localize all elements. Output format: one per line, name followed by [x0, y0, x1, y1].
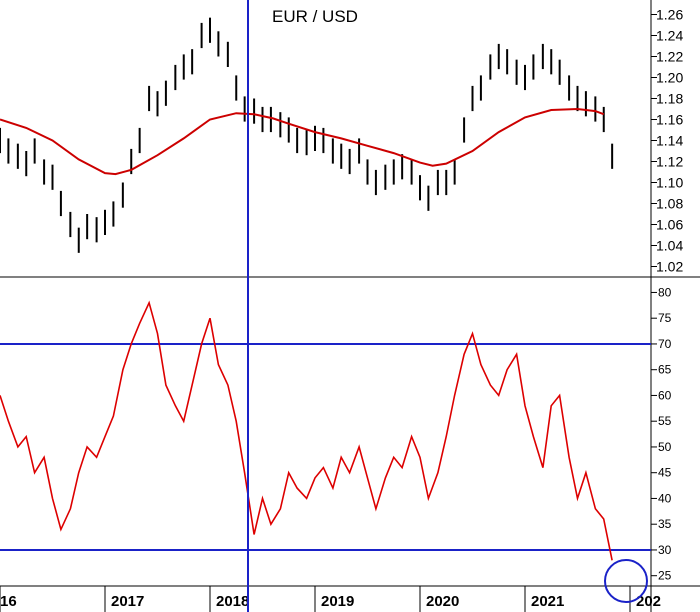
price-y-tick-label: 1.14: [656, 133, 683, 149]
rsi-y-axis: 25 30 35 40 45 50 55 60 65 70 75 80: [651, 285, 672, 583]
moving-average-line: [0, 107, 605, 176]
x-tick-label: 2017: [111, 593, 144, 610]
rsi-y-tick-label: 35: [658, 517, 672, 531]
price-y-tick-label: 1.20: [656, 70, 683, 86]
price-y-tick-label: 1.08: [656, 196, 683, 212]
x-tick-label: 2019: [321, 593, 354, 610]
rsi-y-tick-label: 30: [658, 543, 672, 557]
x-tick-label: 2018: [216, 593, 249, 610]
price-y-tick-label: 1.10: [656, 175, 683, 191]
rsi-y-tick-label: 50: [658, 440, 672, 454]
x-tick-label: 16: [0, 593, 17, 610]
price-panel-title: EUR / USD: [272, 7, 358, 26]
price-y-tick-label: 1.02: [656, 259, 683, 275]
price-y-tick-label: 1.24: [656, 28, 683, 44]
rsi-series: [0, 300, 613, 561]
price-y-tick-label: 1.18: [656, 91, 683, 107]
rsi-y-tick-label: 45: [658, 466, 672, 480]
rsi-y-tick-label: 75: [658, 311, 672, 325]
price-y-tick-label: 1.16: [656, 112, 683, 128]
circle-annotation: [604, 559, 648, 603]
moving-average-series: [0, 107, 605, 176]
price-y-tick-label: 1.12: [656, 154, 683, 170]
rsi-y-tick-label: 70: [658, 337, 672, 351]
rsi-y-tick-label: 60: [658, 388, 672, 402]
rsi-y-tick-label: 40: [658, 491, 672, 505]
rsi-line: [0, 300, 613, 561]
x-tick-label: 2020: [426, 593, 459, 610]
rsi-reference-lines: [0, 342, 651, 551]
rsi-y-tick-label: 25: [658, 569, 672, 583]
rsi-y-tick-label: 55: [658, 414, 672, 428]
price-y-tick-label: 1.04: [656, 238, 683, 254]
rsi-y-tick-label: 65: [658, 363, 672, 377]
rsi-y-tick-label: 80: [658, 285, 672, 299]
price-y-axis: 1.02 1.04 1.06 1.08 1.10 1.12 1.14 1.16 1.18 1.20…: [651, 7, 683, 275]
x-tick-label: 202: [636, 593, 661, 610]
price-y-tick-label: 1.22: [656, 49, 683, 65]
price-y-tick-label: 1.06: [656, 217, 683, 233]
x-axis: 16 2017 2018 2019 2020 2021 202: [0, 586, 661, 612]
price-bars-series: [0, 17, 614, 253]
price-y-tick-label: 1.26: [656, 7, 683, 23]
x-tick-label: 2021: [531, 593, 564, 610]
